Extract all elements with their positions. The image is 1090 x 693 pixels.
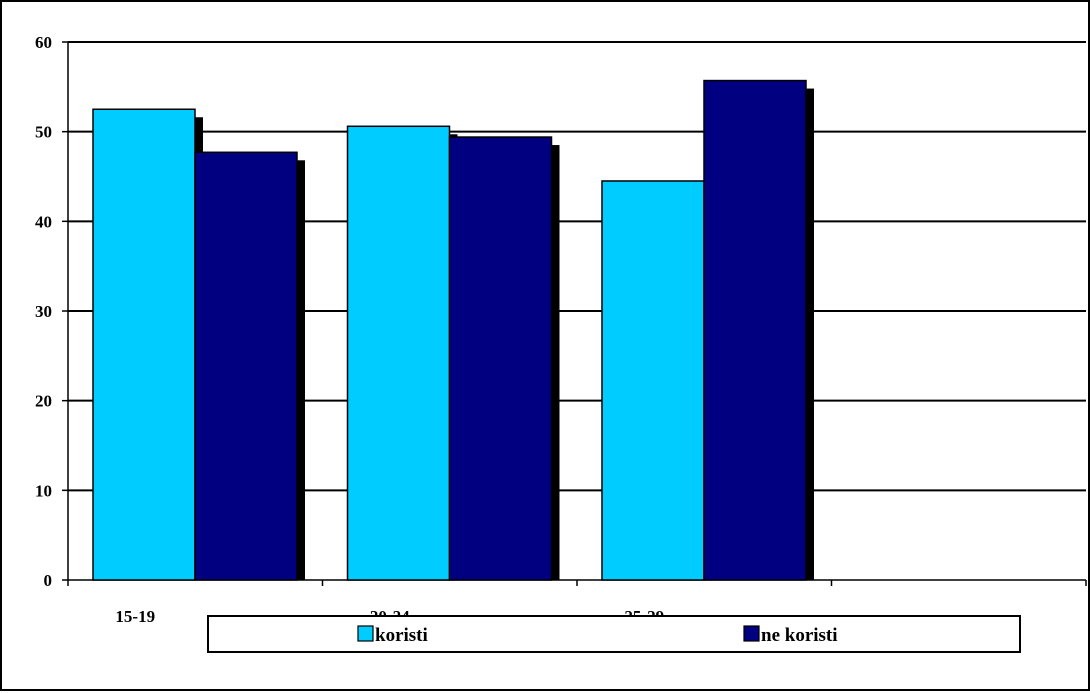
bar-koristi-20-24 <box>346 125 451 581</box>
legend: koristi ne koristi <box>207 615 1021 653</box>
bars <box>92 79 814 581</box>
legend-swatch <box>357 625 374 642</box>
bar-koristi-25-29 <box>601 180 705 581</box>
legend-swatch <box>743 625 760 642</box>
y-tick-label: 20 <box>35 392 52 411</box>
y-tick-label: 50 <box>35 123 52 142</box>
y-tick-label: 0 <box>44 571 53 590</box>
x-tick-label: 15-19 <box>115 607 155 626</box>
legend-label: ne koristi <box>761 625 838 646</box>
bar-ne-koristi-15-19 <box>194 151 298 581</box>
legend-label: koristi <box>375 625 428 646</box>
bar-ne-koristi-25-29 <box>703 79 807 581</box>
y-tick-label: 10 <box>35 481 52 500</box>
y-tick-label: 30 <box>35 302 52 321</box>
legend-box <box>207 615 1021 653</box>
y-tick-label: 60 <box>35 33 52 52</box>
bar-koristi-15-19 <box>92 108 196 581</box>
bar-ne-koristi-20-24 <box>448 136 553 581</box>
y-tick-label: 40 <box>35 212 52 231</box>
